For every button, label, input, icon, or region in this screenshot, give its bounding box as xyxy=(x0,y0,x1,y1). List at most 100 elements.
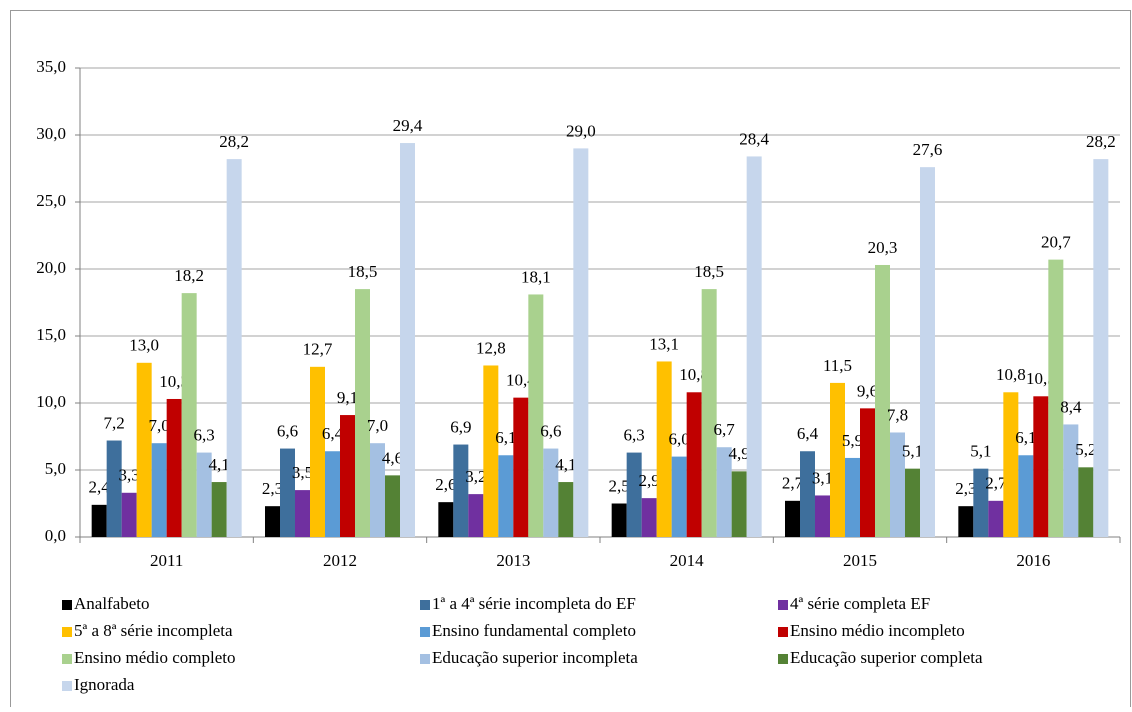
bar xyxy=(136,362,152,537)
bar xyxy=(701,289,717,537)
data-label: 13,1 xyxy=(649,334,679,353)
data-label: 20,3 xyxy=(868,238,898,257)
data-label: 5,2 xyxy=(1075,440,1096,459)
data-label: 9,6 xyxy=(857,381,878,400)
data-label: 6,4 xyxy=(322,424,344,443)
x-tick-label: 2013 xyxy=(496,551,530,570)
bar xyxy=(860,408,875,537)
data-label: 2,5 xyxy=(609,476,630,495)
legend-label: Educação superior incompleta xyxy=(432,648,638,667)
bar xyxy=(626,452,642,537)
data-label: 3,5 xyxy=(292,463,313,482)
bar xyxy=(656,361,672,537)
x-tick-label: 2011 xyxy=(150,551,183,570)
y-tick-label: 20,0 xyxy=(36,258,66,277)
data-label: 12,8 xyxy=(476,338,506,357)
data-label: 6,1 xyxy=(1015,428,1036,447)
bar xyxy=(280,448,295,537)
bar xyxy=(295,490,310,537)
bar xyxy=(355,289,370,537)
data-label: 6,6 xyxy=(540,421,561,440)
data-label: 6,1 xyxy=(495,428,516,447)
bar xyxy=(1018,455,1034,537)
data-label: 18,2 xyxy=(174,266,204,285)
data-label: 7,8 xyxy=(887,405,908,424)
data-label: 4,6 xyxy=(382,448,403,467)
bar xyxy=(845,457,860,537)
bar xyxy=(1078,467,1094,537)
data-label: 28,2 xyxy=(1086,132,1116,151)
bar xyxy=(468,494,484,537)
bar xyxy=(106,440,122,537)
legend-swatch xyxy=(420,600,430,610)
bar xyxy=(310,366,325,537)
legend-swatch xyxy=(778,654,788,664)
legend-swatch xyxy=(420,654,430,664)
legend-label: Educação superior completa xyxy=(790,648,983,667)
data-label: 20,7 xyxy=(1041,233,1071,252)
bar xyxy=(196,452,212,537)
data-label: 2,3 xyxy=(262,479,283,498)
data-label: 28,4 xyxy=(739,129,769,148)
data-label: 2,4 xyxy=(89,478,111,497)
bar xyxy=(686,392,702,537)
legend-swatch xyxy=(778,627,788,637)
y-tick-label: 25,0 xyxy=(36,191,66,210)
bar xyxy=(1093,159,1109,537)
data-label: 6,3 xyxy=(624,425,645,444)
data-label: 18,5 xyxy=(348,262,378,281)
bar xyxy=(830,382,845,537)
data-label: 2,6 xyxy=(435,475,456,494)
y-tick-label: 5,0 xyxy=(45,459,66,478)
bar xyxy=(340,415,355,537)
legend-label: 4ª série completa EF xyxy=(790,594,930,613)
x-tick-label: 2014 xyxy=(670,551,705,570)
y-tick-label: 15,0 xyxy=(36,325,66,344)
data-label: 2,7 xyxy=(782,474,804,493)
bar xyxy=(785,500,800,537)
bar xyxy=(573,148,589,537)
bar xyxy=(988,500,1004,537)
data-label: 6,4 xyxy=(797,424,819,443)
bar xyxy=(385,475,400,537)
bar xyxy=(641,498,657,537)
data-label: 4,1 xyxy=(209,455,230,474)
legend-label: 5ª a 8ª série incompleta xyxy=(74,621,233,640)
bar xyxy=(265,506,280,537)
bar xyxy=(325,451,340,537)
bar xyxy=(1063,424,1079,537)
data-label: 2,7 xyxy=(985,474,1007,493)
bar xyxy=(1033,396,1049,537)
data-label: 3,3 xyxy=(119,466,140,485)
data-label: 7,0 xyxy=(149,416,170,435)
bar xyxy=(875,264,890,537)
bar xyxy=(181,293,197,537)
data-label: 18,1 xyxy=(521,267,551,286)
y-tick-label: 10,0 xyxy=(36,392,66,411)
data-label: 6,3 xyxy=(194,425,215,444)
data-label: 8,4 xyxy=(1060,397,1082,416)
bar xyxy=(815,495,830,537)
x-tick-label: 2016 xyxy=(1016,551,1050,570)
bar xyxy=(611,503,627,537)
bar xyxy=(746,156,762,537)
bar xyxy=(558,482,574,537)
legend-label: Analfabeto xyxy=(74,594,150,613)
data-label: 2,3 xyxy=(955,479,976,498)
legend-swatch xyxy=(420,627,430,637)
data-label: 9,1 xyxy=(337,388,358,407)
data-label: 5,9 xyxy=(842,431,863,450)
bar xyxy=(211,482,227,537)
data-label: 28,2 xyxy=(219,132,249,151)
bar xyxy=(671,456,687,537)
data-label: 6,0 xyxy=(669,430,690,449)
legend-swatch xyxy=(778,600,788,610)
y-tick-label: 30,0 xyxy=(36,124,66,143)
bar xyxy=(731,471,747,537)
y-tick-label: 35,0 xyxy=(36,57,66,76)
bar xyxy=(370,443,385,537)
x-tick-label: 2012 xyxy=(323,551,357,570)
data-label: 4,1 xyxy=(555,455,576,474)
bar xyxy=(973,468,989,537)
